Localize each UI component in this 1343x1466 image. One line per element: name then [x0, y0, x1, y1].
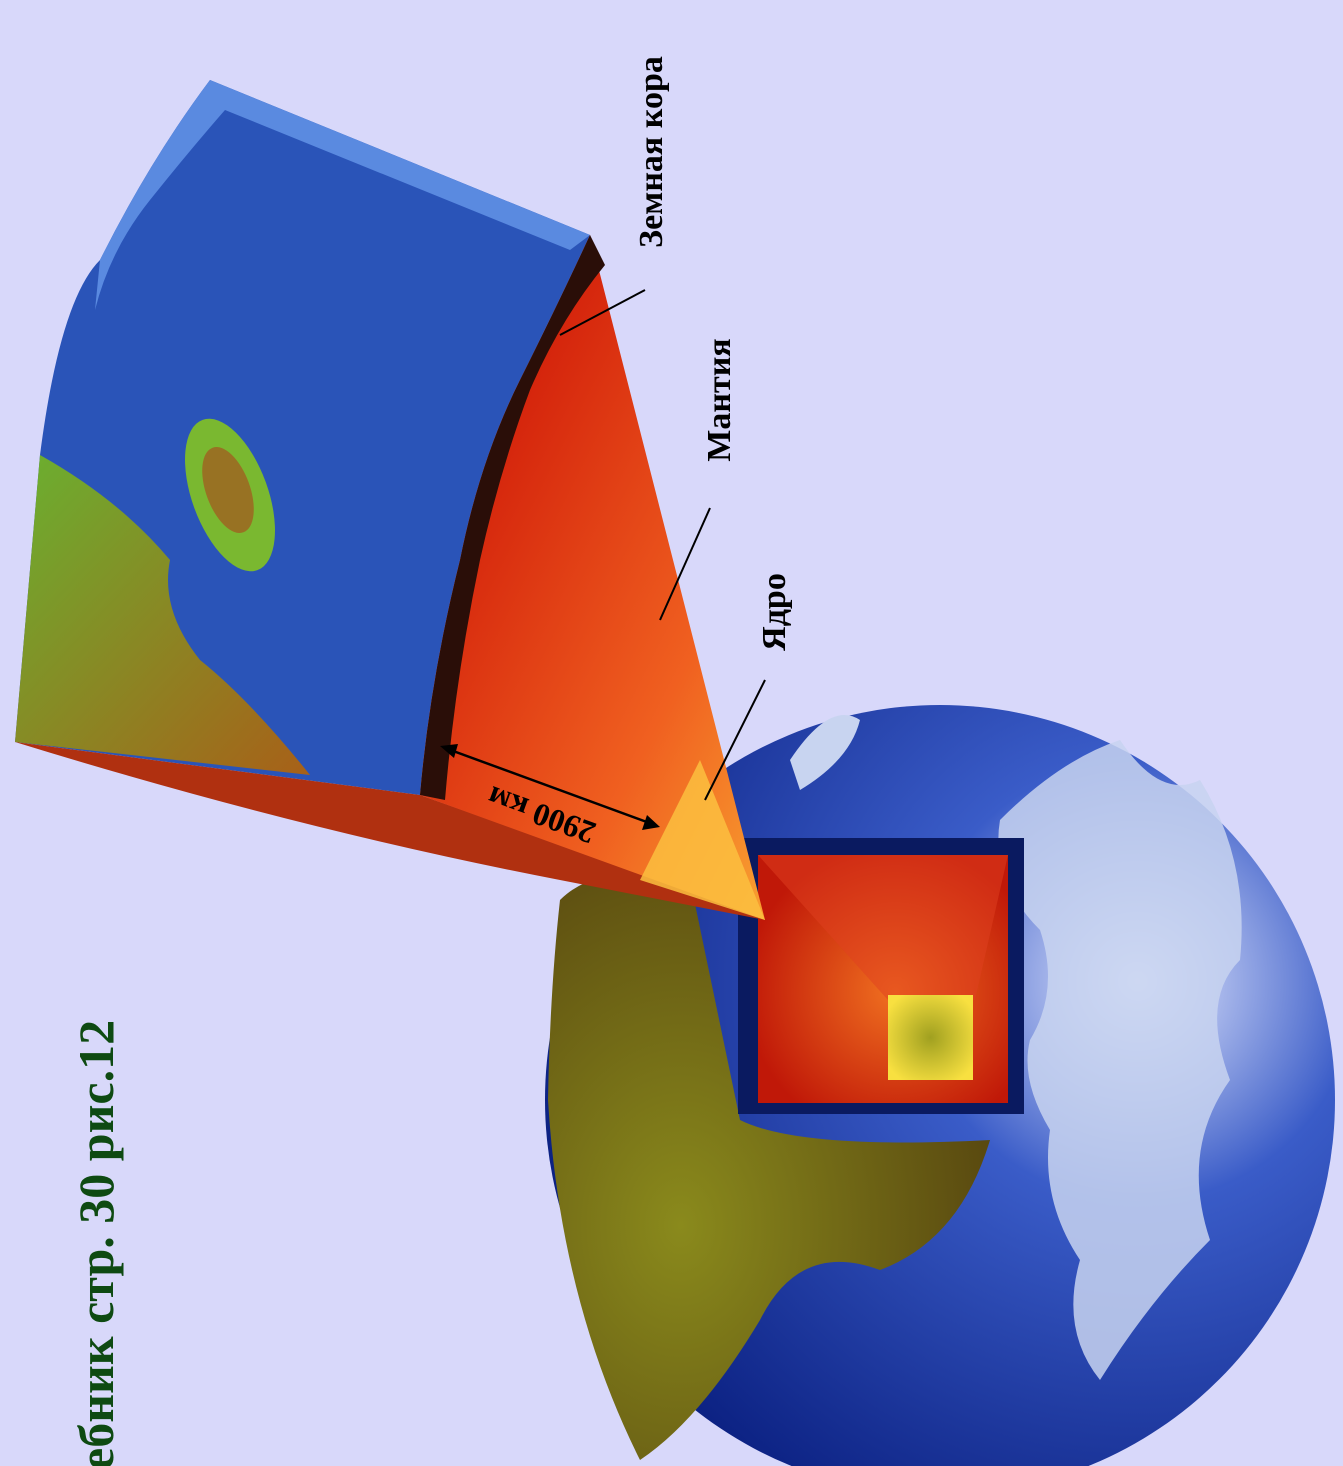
arrow-head — [642, 815, 660, 830]
mantle-wedge — [420, 235, 765, 920]
core-label: Ядро — [756, 573, 793, 651]
leader-line — [659, 507, 711, 621]
caption: ебник стр. 30 рис.12 — [68, 1020, 124, 1466]
ice-cloud — [998, 740, 1242, 1380]
crust-layer — [420, 235, 605, 800]
land — [15, 455, 310, 775]
cutout-face — [758, 855, 1008, 1000]
dimension-line — [444, 746, 656, 827]
block-side — [15, 742, 765, 920]
ice-cloud — [790, 715, 860, 790]
continent — [548, 873, 990, 1460]
arrow-head — [440, 744, 458, 758]
leader-line — [704, 679, 766, 801]
mountain — [202, 447, 254, 533]
shallow-water — [95, 80, 590, 310]
mantle-label: Мантия — [701, 338, 738, 461]
leader-line — [559, 289, 646, 336]
crust-label: Земная кора — [633, 56, 670, 248]
cutout-core — [888, 995, 973, 1080]
core-wedge — [640, 760, 765, 920]
